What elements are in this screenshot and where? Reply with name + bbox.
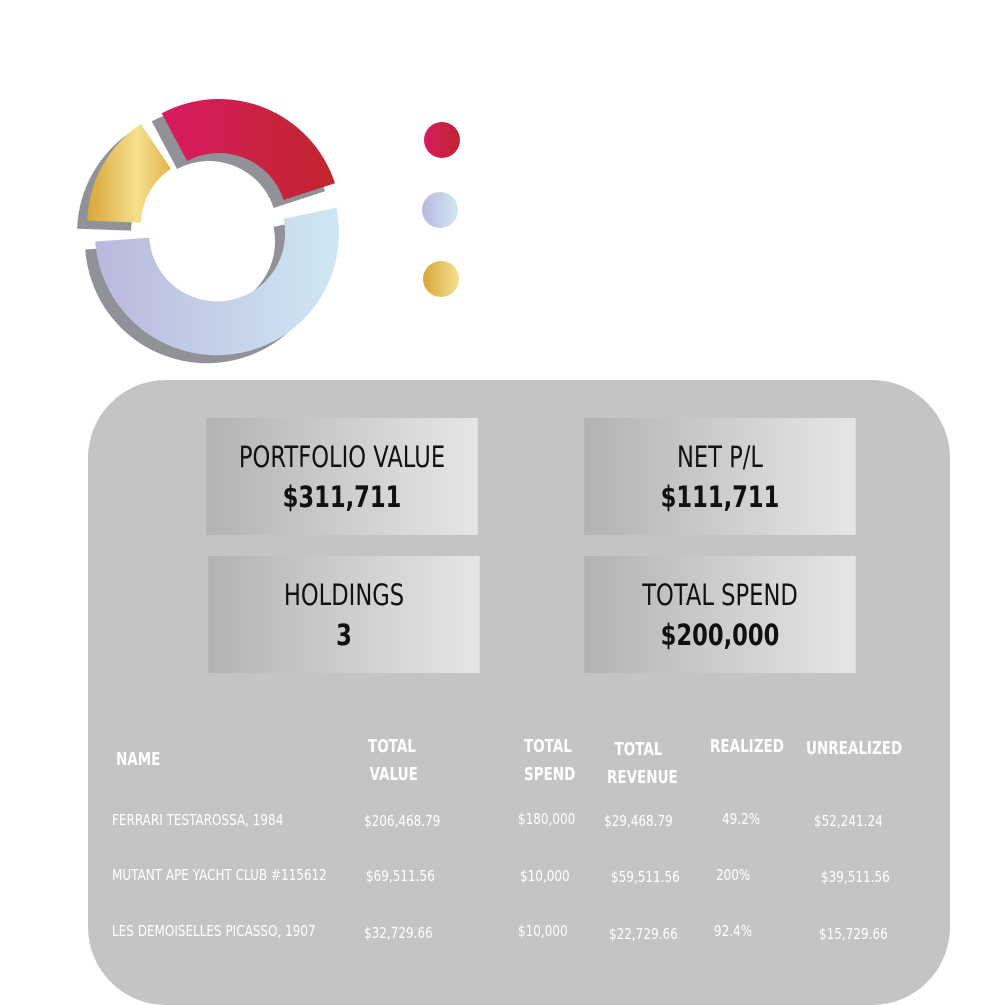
row-3-realized: 92.4% <box>714 922 753 940</box>
row-1-total-value: $206,468.79 <box>364 812 441 830</box>
header-name: NAME <box>116 749 161 770</box>
portfolio-donut-chart <box>70 85 360 375</box>
total-spend-amount: $200,000 <box>660 617 780 652</box>
total-spend-label: TOTAL SPEND <box>642 577 798 612</box>
row-2-total-spend: $10,000 <box>520 867 570 885</box>
row-3-name: LES DEMOISELLES PICASSO, 1907 <box>112 922 316 940</box>
header-total-revenue: TOTAL REVENUE <box>607 736 678 792</box>
header-realized: REALIZED <box>710 736 784 757</box>
donut-segment-blue <box>95 207 340 356</box>
row-2-name: MUTANT APE YACHT CLUB #115612 <box>112 866 327 884</box>
portfolio-value-amount: $311,711 <box>282 479 402 514</box>
row-1-unrealized: $52,241.24 <box>814 812 883 830</box>
row-1-name: FERRARI TESTAROSSA, 1984 <box>112 811 284 829</box>
header-total-spend-line1: TOTAL <box>524 736 572 757</box>
donut-segment-red <box>161 99 335 200</box>
donut-svg <box>77 99 340 364</box>
net-pl-label: NET P/L <box>676 439 764 474</box>
header-unrealized: UNREALIZED <box>806 738 903 759</box>
holdings-count: 3 <box>336 617 352 652</box>
header-total-value: TOTAL VALUE <box>368 733 418 789</box>
row-3-total-value: $32,729.66 <box>364 924 433 942</box>
portfolio-value-card: PORTFOLIO VALUE $311,711 <box>206 418 478 535</box>
row-2-unrealized: $39,511.56 <box>821 868 890 886</box>
header-total-value-line2: VALUE <box>369 764 418 785</box>
portfolio-panel: PORTFOLIO VALUE $311,711 NET P/L $111,71… <box>88 380 950 1005</box>
row-1-realized: 49.2% <box>722 810 761 828</box>
total-spend-card: TOTAL SPEND $200,000 <box>584 556 856 673</box>
header-total-spend: TOTAL SPEND <box>524 733 575 789</box>
legend-dot-gold <box>423 261 459 297</box>
row-2-total-value: $69,511.56 <box>366 867 435 885</box>
row-2-realized: 200% <box>716 866 751 884</box>
holdings-card: HOLDINGS 3 <box>208 556 480 673</box>
row-3-unrealized: $15,729.66 <box>819 925 888 943</box>
row-2-total-revenue: $59,511.56 <box>611 868 680 886</box>
row-3-total-spend: $10,000 <box>518 922 568 940</box>
donut-segment-layer <box>87 99 340 356</box>
row-1-total-revenue: $29,468.79 <box>604 812 673 830</box>
net-pl-card: NET P/L $111,711 <box>584 418 856 535</box>
row-3-total-revenue: $22,729.66 <box>609 925 678 943</box>
legend-dot-blue <box>422 192 458 228</box>
legend-dot-red <box>424 122 460 158</box>
net-pl-amount: $111,711 <box>660 479 780 514</box>
header-total-spend-line2: SPEND <box>524 764 576 785</box>
portfolio-value-label: PORTFOLIO VALUE <box>238 439 446 474</box>
header-total-revenue-line1: TOTAL <box>614 739 663 760</box>
donut-segment-gold <box>87 123 171 223</box>
header-total-value-line1: TOTAL <box>368 736 416 757</box>
header-total-revenue-line2: REVENUE <box>607 767 678 788</box>
row-1-total-spend: $180,000 <box>518 810 576 828</box>
holdings-label: HOLDINGS <box>283 577 405 612</box>
